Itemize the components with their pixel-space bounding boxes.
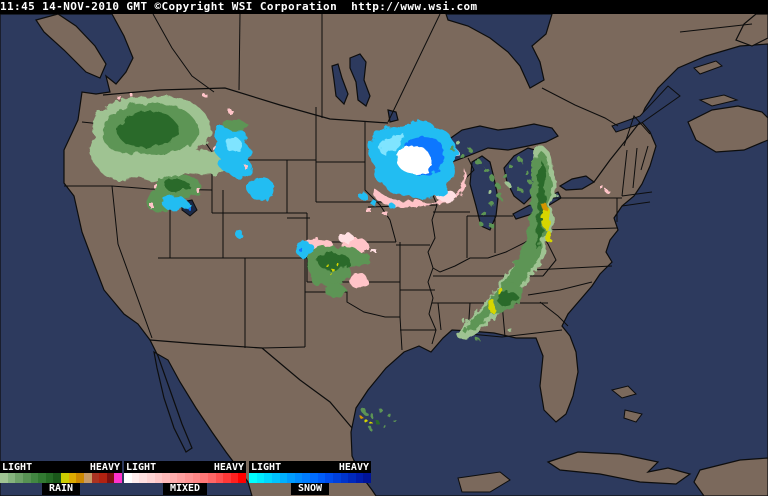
legend-mixed-scale: LIGHT HEAVY	[124, 461, 246, 473]
legend-mixed-gradient	[124, 473, 246, 483]
manitoba-ontario-border	[387, 14, 441, 123]
legend-snow-scale: LIGHT HEAVY	[249, 461, 371, 473]
nova-scotia	[687, 105, 768, 153]
storm-great-basin	[150, 174, 201, 211]
alberta-saskatchewan-border	[238, 14, 241, 91]
legend-mixed-title: MIXED	[162, 483, 208, 495]
bc-alberta-border	[152, 14, 215, 93]
radar-map	[0, 14, 768, 496]
storm-northern-rockies	[212, 119, 274, 238]
bahamas	[610, 385, 643, 423]
legend-snow: LIGHT HEAVY SNOW	[249, 461, 371, 495]
legend-mixed-light-label: LIGHT	[126, 461, 157, 473]
timestamp-text: 11:45 14-NOV-2010 GMT	[0, 0, 148, 13]
storm-gulf-coast	[360, 408, 396, 430]
storm-pacific-northwest	[89, 93, 233, 212]
hudson-bay	[445, 14, 553, 89]
province-borders	[152, 14, 753, 147]
lake-winnipegosis	[331, 63, 349, 106]
legend-rain: LIGHT HEAVY RAIN	[0, 461, 122, 495]
anticosti-island	[693, 60, 723, 75]
legend-rain-heavy-label: HEAVY	[89, 461, 120, 473]
legend-mixed: LIGHT HEAVY MIXED	[124, 461, 246, 495]
us-mexico-border	[149, 339, 353, 429]
copyright-text: ©Copyright WSI Corporation	[154, 0, 338, 13]
legend-rain-scale: LIGHT HEAVY	[0, 461, 122, 473]
storm-ohio-valley	[456, 144, 557, 342]
storm-minnesota-wisconsin	[359, 120, 467, 253]
north-america-map	[0, 14, 768, 496]
lake-winnipeg	[349, 53, 371, 107]
title-bar: 11:45 14-NOV-2010 GMT ©Copyright WSI Cor…	[0, 0, 768, 14]
great-lakes	[331, 53, 596, 231]
legend-snow-heavy-label: HEAVY	[338, 461, 369, 473]
storm-michigan	[449, 141, 532, 229]
legend-rain-light-label: LIGHT	[2, 461, 33, 473]
storm-kansas	[294, 233, 371, 298]
lake-superior	[437, 123, 559, 163]
us-canada-border	[102, 87, 389, 124]
storm-western-new-york	[600, 186, 609, 193]
url-text: http://www.wsi.com	[351, 0, 478, 13]
hispaniola	[693, 457, 768, 496]
legend-rain-gradient	[0, 473, 122, 483]
isle-of-youth	[457, 471, 511, 493]
legend-mixed-heavy-label: HEAVY	[213, 461, 244, 473]
atlantic-gulf	[350, 43, 768, 496]
newfoundland	[735, 14, 768, 47]
quebec-labrador-border	[679, 23, 753, 33]
legend-snow-title: SNOW	[290, 483, 330, 495]
cuba	[546, 451, 692, 485]
national-borders	[102, 87, 641, 429]
legend-rain-title: RAIN	[41, 483, 81, 495]
ontario-quebec-border	[541, 87, 619, 127]
us-canada-border-east	[593, 121, 641, 183]
legend-snow-gradient	[249, 473, 371, 483]
prince-edward-island	[698, 94, 739, 107]
legend-snow-light-label: LIGHT	[251, 461, 282, 473]
vancouver-island	[35, 14, 107, 79]
st-lawrence-river	[611, 85, 681, 133]
maine-quebec-border	[623, 115, 651, 147]
precipitation-layer	[89, 93, 609, 430]
